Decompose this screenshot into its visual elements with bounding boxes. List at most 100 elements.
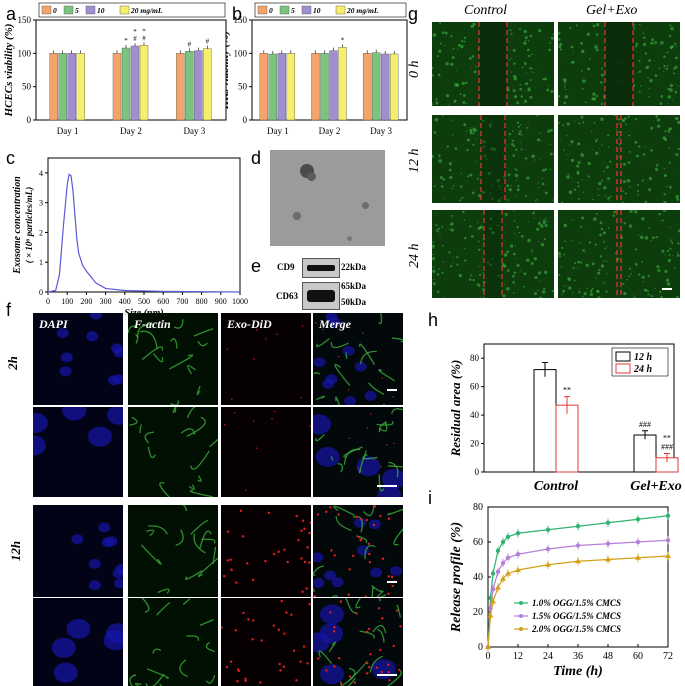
tem-image xyxy=(270,150,385,246)
stain-label: DAPI xyxy=(39,317,68,331)
legend-swatch xyxy=(615,363,631,374)
group-column-label: Gel+Exo xyxy=(586,3,638,18)
bar xyxy=(194,50,203,121)
chart-c: 0 100 200 300 400 500 600 700 800 900 1000 0 1 2 3 4 Siz… xyxy=(12,157,248,315)
bar xyxy=(259,53,269,121)
micrograph-exodid xyxy=(221,598,311,686)
micrograph-exodid: Exo-DiD xyxy=(221,313,311,405)
y-tick-label: 150 xyxy=(18,15,32,25)
legend-box xyxy=(38,2,226,18)
legend-marker xyxy=(519,601,523,605)
legend-swatch xyxy=(41,5,52,15)
bar xyxy=(76,53,85,121)
legend-label: 12 h xyxy=(634,352,653,363)
wound-texture xyxy=(432,210,554,298)
bar xyxy=(320,53,329,121)
significance-mark: ### xyxy=(661,443,673,452)
x-tick-label: 700 xyxy=(176,297,188,306)
micrograph-merge: Merge xyxy=(313,313,403,405)
x-tick-label: 24 xyxy=(543,651,553,662)
x-tick-label: 72 xyxy=(663,651,673,662)
y-tick-label: 20 xyxy=(470,439,480,449)
significance-mark: # xyxy=(188,40,192,48)
micrograph-merge xyxy=(313,407,403,497)
y-tick-label: 2 xyxy=(39,228,43,237)
significance-mark: ** xyxy=(563,386,571,395)
micrograph-texture xyxy=(223,509,311,593)
bar xyxy=(268,53,278,121)
significance-mark: * xyxy=(124,37,128,45)
panel-label-d: d xyxy=(251,148,262,168)
x-axis-label: Time (h) xyxy=(553,664,603,679)
bar xyxy=(67,53,76,121)
micrograph-factin xyxy=(128,505,218,597)
y-tick-label: 1 xyxy=(39,258,43,267)
chart-i: 0 12 24 36 48 60 72 0 20 40 60 80 Time (h) Release pr… xyxy=(449,502,673,679)
scale-bar xyxy=(387,581,397,583)
y-tick-label: 100 xyxy=(18,48,32,58)
legend-label: 20 mg/mL xyxy=(346,6,379,15)
micrograph-texture xyxy=(313,598,402,686)
bar xyxy=(555,404,579,473)
x-tick-label: 60 xyxy=(633,651,643,662)
blot-cd63-label: CD63 xyxy=(276,291,298,301)
scale-bar xyxy=(387,389,397,391)
time-row-label: 12 h xyxy=(407,148,422,174)
micrograph-dapi xyxy=(33,407,123,497)
y-tick-label: 3 xyxy=(39,199,43,208)
wound-micrograph xyxy=(432,22,554,106)
x-tick-label: 200 xyxy=(80,297,92,306)
wound-micrograph xyxy=(432,210,554,298)
legend-label: 2.0% OGG/1.5% CMCS xyxy=(531,624,621,634)
significance-mark: # xyxy=(133,35,137,43)
significance-mark: * xyxy=(341,36,345,44)
legend-label: 1.0% OGG/1.5% CMCS xyxy=(532,598,621,608)
scale-bar xyxy=(377,485,397,487)
size-distribution-line xyxy=(47,173,241,293)
panel-label-b: b xyxy=(232,4,243,24)
bar xyxy=(533,369,557,473)
legend-label: 24 h xyxy=(633,364,653,375)
micrograph-texture xyxy=(221,599,311,684)
micrograph-texture xyxy=(313,505,403,597)
significance-mark: ### xyxy=(639,420,651,429)
blot-22kda: 22kDa xyxy=(341,262,367,272)
y-axis-label: Release profile (%) xyxy=(449,522,464,633)
micrograph-texture xyxy=(313,313,403,405)
micrograph-merge xyxy=(313,598,403,686)
bar xyxy=(311,53,320,121)
y-tick-label: 0 xyxy=(39,288,43,297)
y-axis-label: HKs viability (%) xyxy=(226,31,231,110)
scale-bar xyxy=(377,674,397,676)
x-tick-label: 800 xyxy=(196,297,208,306)
x-tick-label: 600 xyxy=(157,297,169,306)
bar xyxy=(371,52,381,121)
significance-mark: * xyxy=(133,28,137,36)
y-tick-label: 20 xyxy=(473,607,483,618)
legend-marker xyxy=(519,614,523,618)
legend-swatch xyxy=(257,5,268,15)
micrograph-texture xyxy=(129,407,218,497)
micrograph-dapi: DAPI xyxy=(33,313,123,405)
bar xyxy=(49,53,58,121)
bar xyxy=(389,53,399,121)
legend-label: 5 xyxy=(291,6,295,15)
micrograph-texture xyxy=(226,325,304,400)
legend-box xyxy=(254,2,407,18)
wound-micrograph xyxy=(558,115,680,203)
legend-label: 1.5% OGG/1.5% CMCS xyxy=(532,611,621,621)
bar xyxy=(329,50,338,121)
x-tick-label: 900 xyxy=(215,297,227,306)
x-tick-label: 12 xyxy=(513,651,523,662)
time-row-label: 2h xyxy=(4,356,20,370)
bar xyxy=(112,53,122,121)
y-tick-label: 4 xyxy=(39,169,43,178)
y-tick-label: 50 xyxy=(22,82,32,92)
x-tick-label: 100 xyxy=(61,297,73,306)
micrograph-exodid xyxy=(221,407,311,497)
y-tick-label: 40 xyxy=(470,410,480,420)
release-line xyxy=(487,515,669,648)
micrograph-texture xyxy=(313,408,403,497)
chart-h: 0 20 40 60 80 Residual area (%) Control ** Gel+E… xyxy=(448,343,682,493)
legend-label: 0 xyxy=(269,6,273,15)
